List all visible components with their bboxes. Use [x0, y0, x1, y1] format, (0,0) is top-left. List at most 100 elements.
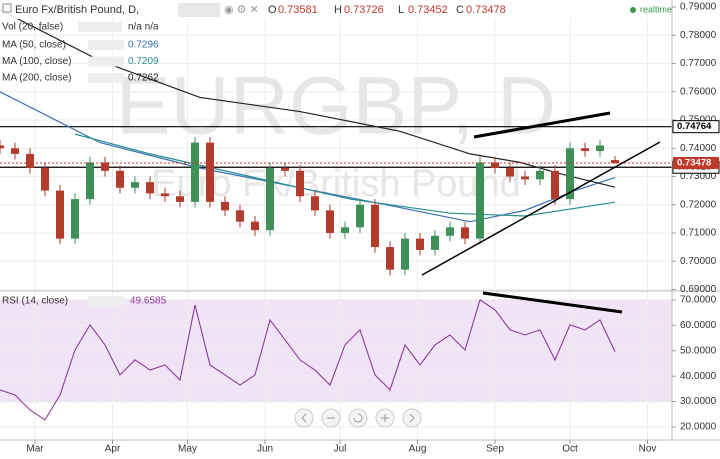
candle-body: [581, 148, 589, 152]
candle-body: [11, 148, 19, 154]
watermark: EURGBP, D: [116, 61, 557, 152]
candle-body: [566, 148, 574, 200]
level-label-box: [672, 120, 720, 134]
legend-icons: [88, 73, 124, 83]
y-tick-label: 0.71000: [680, 228, 717, 239]
candle-body: [86, 162, 94, 200]
y-tick-label: 0.69000: [680, 284, 717, 295]
legend-icons: [88, 56, 124, 67]
x-tick-label: Jul: [334, 444, 347, 454]
ohlc-key: O: [268, 4, 277, 16]
y-tick-label: 50.0000: [680, 345, 717, 356]
candle-body: [536, 170, 544, 180]
candle-body: [596, 145, 604, 152]
x-tick-label: Sep: [486, 444, 504, 454]
y-tick-label: 20.0000: [680, 422, 717, 433]
zoom-button[interactable]: [348, 408, 368, 428]
legend-name: Vol (20, false): [2, 22, 63, 33]
ohlc-value: 0.73581: [278, 4, 318, 16]
y-tick-label: 0.75000: [680, 115, 717, 126]
x-tick-label: Aug: [409, 444, 427, 454]
y-tick-label: 0.79000: [680, 2, 717, 13]
legend-name: MA (200, close): [2, 73, 71, 84]
moving-average: [0, 9, 616, 188]
x-tick-label: Jun: [257, 444, 273, 454]
ohlc-key: L: [398, 4, 404, 16]
candle-body: [416, 238, 424, 250]
background-layer: [0, 0, 672, 440]
axis-layer: Mar Apr May Jun Jul Aug Sep Oct Nov 0.69000 0.7000…: [26, 2, 720, 455]
legend-icons: [88, 40, 124, 50]
candle-body: [386, 247, 394, 270]
status: realtime: [640, 4, 672, 14]
candle-body: [56, 190, 64, 239]
candle-body: [476, 162, 484, 239]
candle-body: [281, 168, 289, 171]
candle-body: [266, 168, 274, 231]
candle-body: [371, 204, 379, 248]
y-tick-label: 40.0000: [680, 371, 717, 382]
candle-body: [206, 142, 214, 202]
annotation-line: [482, 291, 623, 314]
y-tick-label: 0.72000: [680, 199, 717, 210]
candle-body: [341, 227, 349, 233]
icon: [2, 3, 12, 13]
legend-readout: 0.7209: [128, 56, 159, 67]
candle-body: [446, 227, 454, 236]
legend-readout: 0.7296: [128, 40, 159, 51]
status-dot: [630, 7, 636, 13]
y-tick-label: 0.73000: [680, 171, 717, 182]
blurred-box: [178, 3, 220, 17]
candle-body: [221, 201, 229, 211]
candle-body: [551, 170, 559, 200]
zoom-controls: [294, 408, 422, 428]
y-tick-label: 0.78000: [680, 30, 717, 41]
zoom-button[interactable]: [294, 408, 314, 428]
legend-name: MA (50, close): [2, 40, 66, 51]
icon: ◉ ⚙ ✕: [224, 4, 259, 16]
candle-body: [0, 145, 4, 149]
moving-average: [74, 133, 616, 217]
candle-body: [296, 170, 304, 197]
y-tick-label: 0.74000: [680, 143, 717, 154]
candle-body: [116, 170, 124, 188]
candle-body: [26, 153, 34, 169]
annotation-line: [421, 141, 661, 276]
y-tick-label: 0.70000: [680, 256, 717, 267]
candle-body: [161, 193, 169, 197]
x-tick-label: Mar: [26, 444, 44, 454]
candle-body: [311, 196, 319, 211]
ohlc-value: 0.73452: [408, 4, 448, 16]
x-tick-label: Nov: [639, 444, 657, 454]
candle-body: [176, 196, 184, 202]
y-tick-label: 0.77000: [680, 58, 717, 69]
legend-name: MA (100, close): [2, 56, 71, 67]
candle-body: [356, 204, 364, 228]
symbol-title: Euro Fx/British Pound, D,: [15, 4, 139, 16]
rsi-line: [0, 299, 616, 421]
candle-body: [461, 227, 469, 239]
candle-body: [101, 162, 109, 171]
candle-body: [41, 168, 49, 191]
legend-readout: 0.7262: [128, 73, 159, 84]
candle-body: [251, 221, 259, 231]
marks-layer: [0, 9, 672, 421]
last-price-box: [673, 156, 719, 169]
last-price-label: 0.73478: [677, 158, 711, 169]
annotation-line: [473, 111, 611, 139]
candle-body: [506, 168, 514, 177]
ohlc-key: C: [456, 4, 464, 16]
zoom-button[interactable]: [402, 408, 422, 428]
y-tick-label: 70.0000: [680, 295, 717, 306]
candle-body: [521, 176, 529, 180]
rsi-readout: 49.6585: [130, 296, 167, 307]
candle-body: [146, 182, 154, 194]
legend-icons: [78, 22, 122, 32]
x-tick-label: Apr: [105, 444, 121, 454]
rsi-title: RSI (14, close): [2, 296, 68, 307]
candle-body: [191, 142, 199, 202]
header-bg: [0, 0, 672, 19]
ohlc-value: 0.73726: [344, 4, 384, 16]
